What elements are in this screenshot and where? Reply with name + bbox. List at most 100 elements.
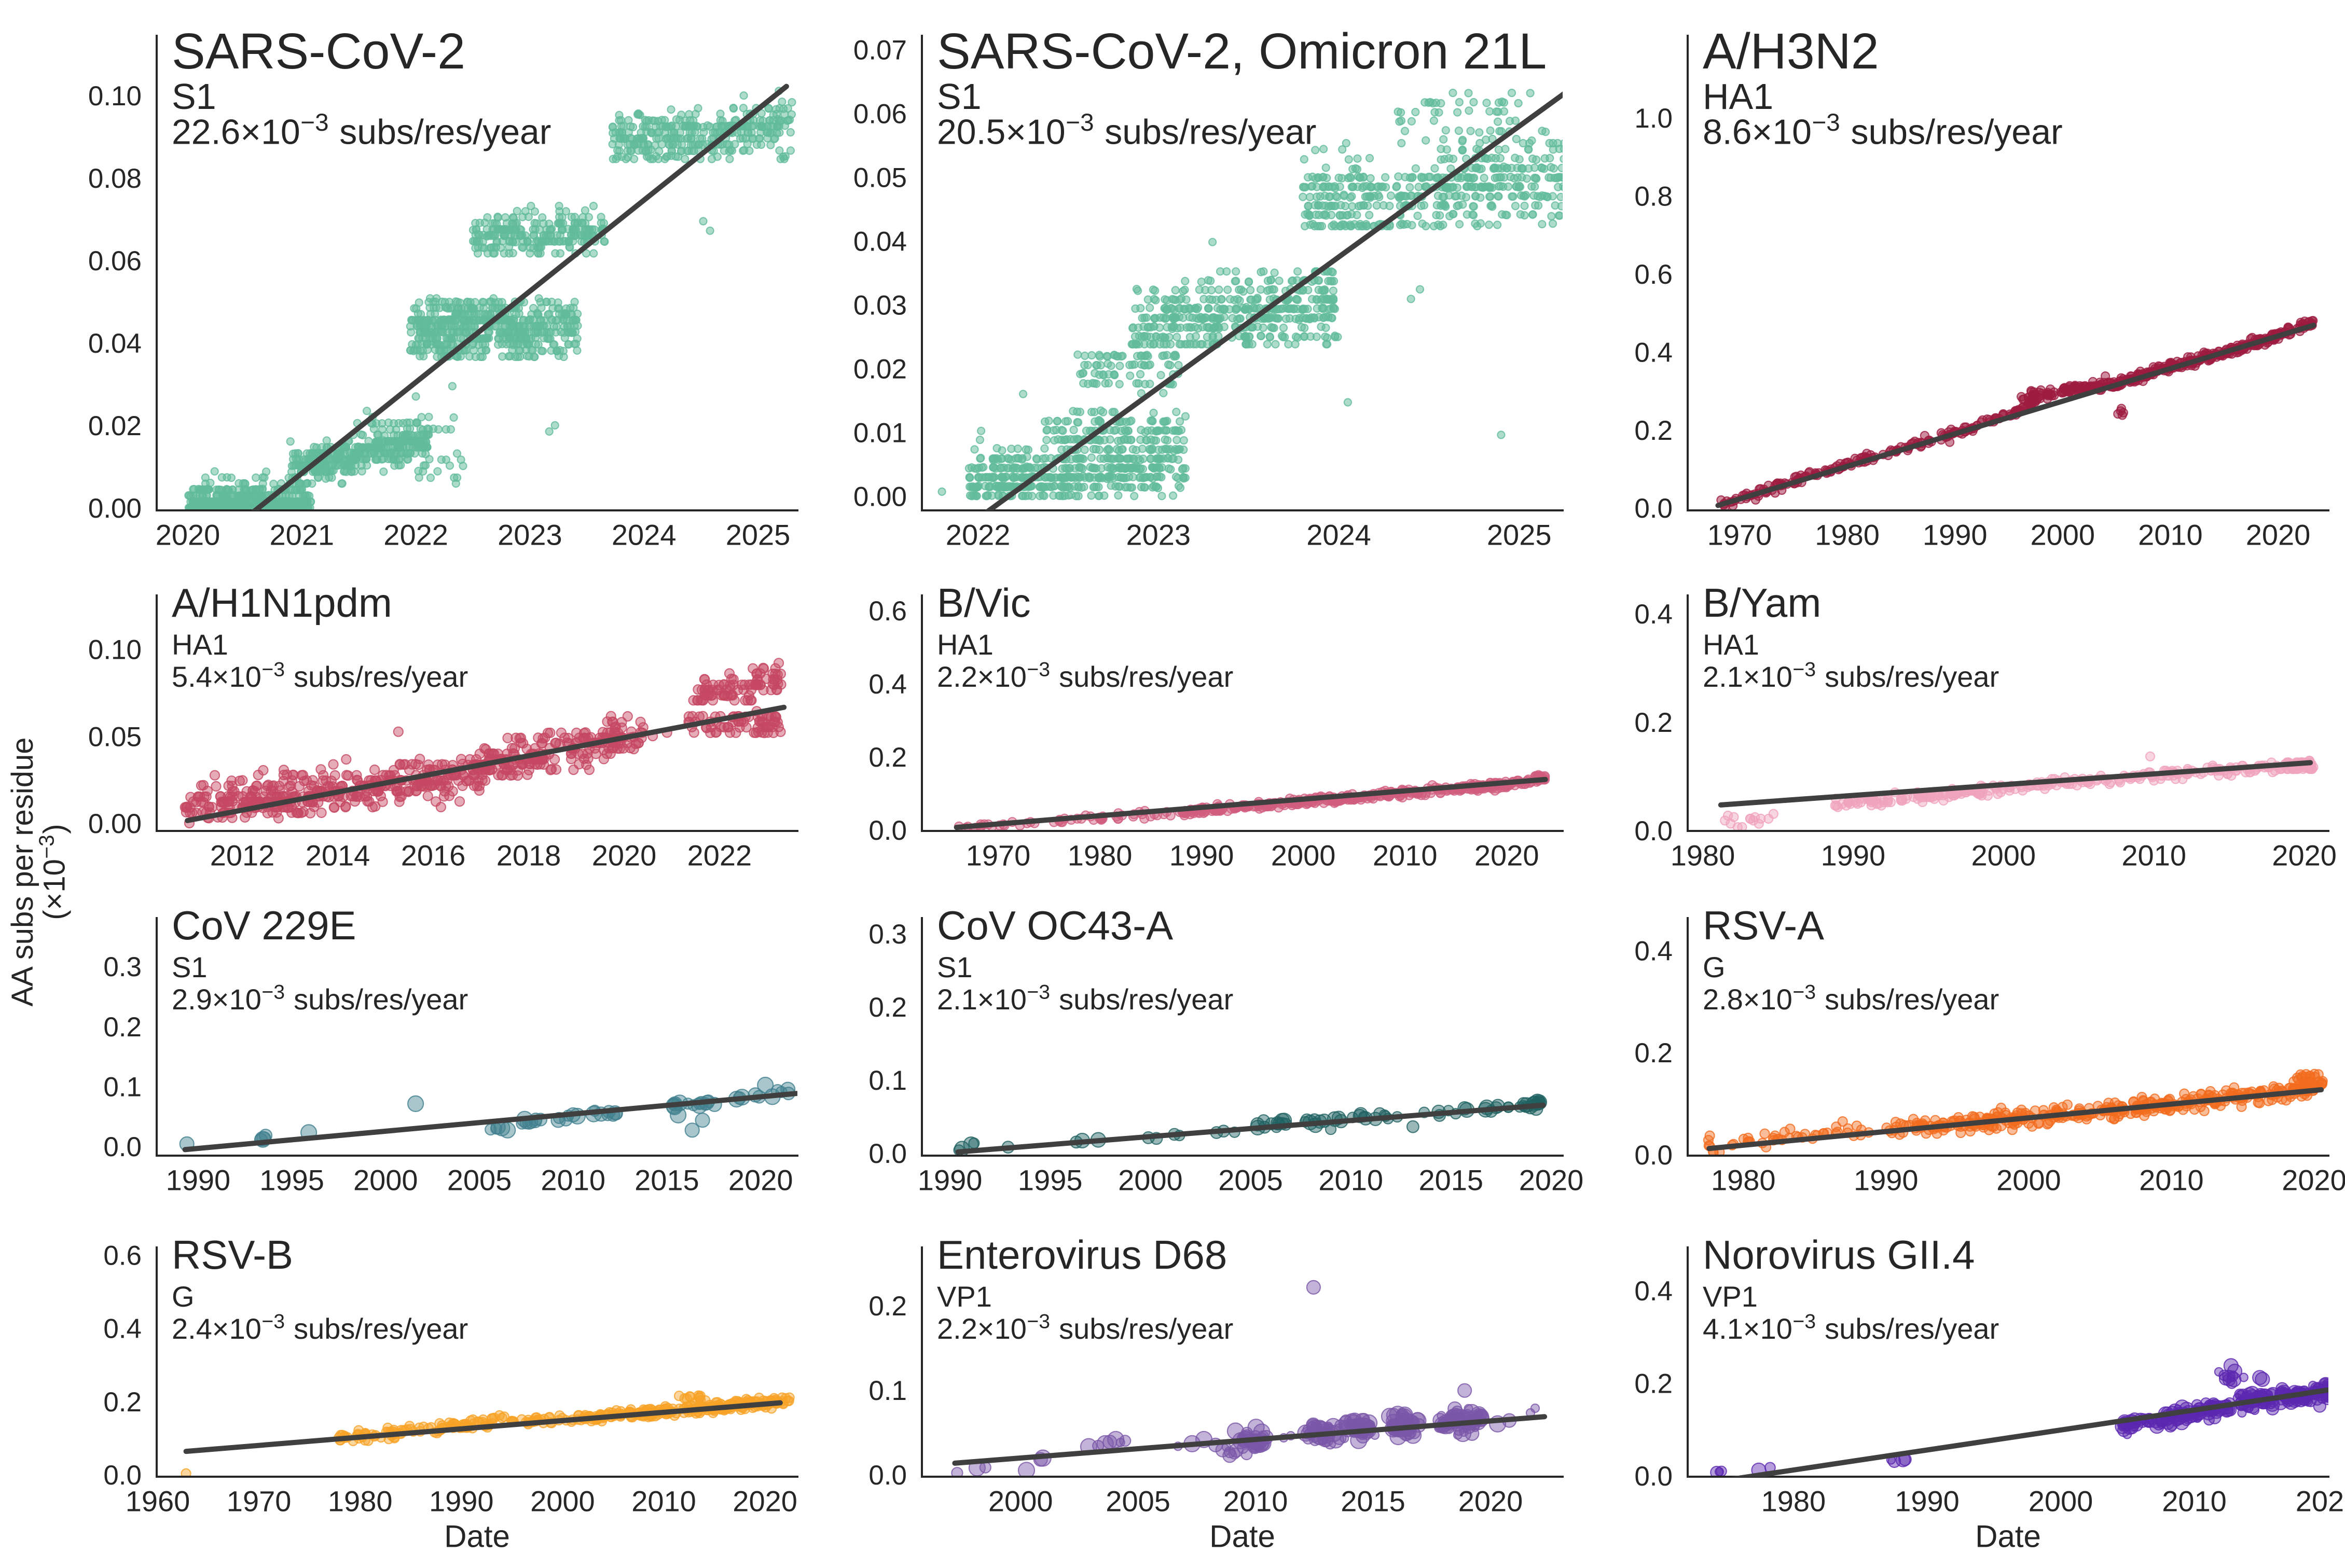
svg-text:2 2 . 6: 2 2 . 6 × 1 0 s u b s / r e s / y e a r … — [172, 109, 554, 151]
svg-text:0.04: 0.04 — [853, 227, 907, 257]
svg-text:2020: 2020 — [2272, 839, 2337, 872]
svg-text:VP1: VP1 — [937, 1280, 992, 1313]
svg-text:1980: 1980 — [1068, 839, 1133, 872]
svg-text:1990: 1990 — [1923, 519, 1988, 551]
svg-text:2000: 2000 — [530, 1485, 595, 1518]
svg-text:2000: 2000 — [1118, 1164, 1183, 1197]
svg-text:0.2: 0.2 — [1634, 1038, 1673, 1069]
svg-text:1990: 1990 — [918, 1164, 983, 1197]
svg-text:1990: 1990 — [166, 1164, 231, 1197]
svg-text:1970: 1970 — [966, 839, 1031, 872]
svg-text:5 . 4 ×: 5 . 4 × 1 0 s u b s / r e s / y e a r − … — [172, 658, 471, 693]
svg-text:B/Yam: B/Yam — [1703, 580, 1821, 626]
svg-text:2021: 2021 — [270, 519, 335, 551]
svg-text:2016: 2016 — [401, 839, 466, 872]
svg-text:0.0: 0.0 — [103, 1460, 142, 1491]
svg-text:2020: 2020 — [156, 519, 220, 551]
svg-text:1960: 1960 — [126, 1485, 190, 1518]
svg-text:2000: 2000 — [988, 1485, 1053, 1518]
svg-text:2000: 2000 — [353, 1164, 418, 1197]
svg-text:G: G — [172, 1280, 195, 1313]
svg-text:1970: 1970 — [227, 1485, 292, 1518]
svg-text:2020: 2020 — [1458, 1485, 1523, 1518]
svg-text:2010: 2010 — [631, 1485, 696, 1518]
svg-text:2020: 2020 — [2296, 1485, 2345, 1518]
svg-text:2010: 2010 — [2121, 839, 2186, 872]
svg-text:0.10: 0.10 — [88, 634, 142, 665]
svg-text:2000: 2000 — [1271, 839, 1336, 872]
svg-text:2025: 2025 — [726, 519, 791, 551]
svg-text:Date: Date — [444, 1519, 510, 1554]
svg-text:A/H3N2: A/H3N2 — [1703, 23, 1879, 79]
svg-text:2000: 2000 — [2031, 519, 2095, 551]
svg-text:0.0: 0.0 — [868, 1460, 907, 1491]
svg-text:0.00: 0.00 — [88, 493, 142, 524]
svg-text:2 . 8 ×: 2 . 8 × 1 0 s u b s / r e s / y e a r − … — [1703, 981, 2002, 1016]
svg-text:0.3: 0.3 — [103, 952, 142, 982]
svg-text:0.2: 0.2 — [1634, 415, 1673, 446]
svg-text:AA subs per residue: AA subs per residue — [6, 737, 39, 1006]
svg-text:0.1: 0.1 — [868, 1376, 907, 1406]
svg-text:0.4: 0.4 — [1634, 1276, 1673, 1307]
svg-text:2 . 9 ×: 2 . 9 × 1 0 s u b s / r e s / y e a r − … — [172, 981, 471, 1016]
svg-text:1980: 1980 — [1761, 1485, 1826, 1518]
svg-text:Enterovirus D68: Enterovirus D68 — [937, 1232, 1227, 1278]
svg-text:Date: Date — [1975, 1519, 2041, 1554]
svg-text:2 . 2 ×: 2 . 2 × 1 0 s u b s / r e s / y e a r − … — [937, 658, 1236, 693]
svg-text:S1: S1 — [937, 951, 973, 983]
svg-text:1980: 1980 — [1671, 839, 1735, 872]
svg-text:4 . 1 ×: 4 . 1 × 1 0 s u b s / r e s / y e a r − … — [1703, 1310, 2002, 1345]
svg-text:1980: 1980 — [1815, 519, 1880, 551]
svg-text:0.4: 0.4 — [103, 1314, 142, 1344]
svg-text:G: G — [1703, 951, 1726, 983]
svg-text:2023: 2023 — [498, 519, 562, 551]
svg-text:S1: S1 — [172, 76, 216, 117]
svg-text:0.00: 0.00 — [853, 482, 907, 512]
svg-text:2010: 2010 — [2139, 1164, 2204, 1197]
svg-text:2024: 2024 — [612, 519, 677, 551]
svg-text:1990: 1990 — [1854, 1164, 1919, 1197]
svg-text:1990: 1990 — [1821, 839, 1886, 872]
svg-text:0.0: 0.0 — [868, 1139, 907, 1169]
svg-text:2015: 2015 — [1419, 1164, 1484, 1197]
svg-text:HA1: HA1 — [937, 628, 994, 661]
svg-text:2 0 . 5: 2 0 . 5 × 1 0 s u b s / r e s / y e a r … — [937, 109, 1319, 151]
svg-text:1980: 1980 — [1711, 1164, 1776, 1197]
svg-text:Norovirus GII.4: Norovirus GII.4 — [1703, 1232, 1975, 1278]
svg-text:2005: 2005 — [1106, 1485, 1170, 1518]
svg-text:1995: 1995 — [259, 1164, 324, 1197]
svg-text:2022: 2022 — [946, 519, 1011, 551]
svg-text:2023: 2023 — [1126, 519, 1191, 551]
svg-text:0.3: 0.3 — [868, 919, 907, 950]
svg-text:0.0: 0.0 — [1634, 1461, 1673, 1492]
svg-text:2015: 2015 — [634, 1164, 699, 1197]
svg-text:2005: 2005 — [1218, 1164, 1283, 1197]
svg-text:1970: 1970 — [1707, 519, 1772, 551]
svg-text:2010: 2010 — [2138, 519, 2203, 551]
svg-text:2 . 1 ×: 2 . 1 × 1 0 s u b s / r e s / y e a r − … — [937, 981, 1236, 1016]
svg-text:2015: 2015 — [1341, 1485, 1405, 1518]
svg-text:( × 1 0 ): ( × 1 0 ) − 3 — [34, 822, 71, 920]
svg-text:0.2: 0.2 — [103, 1387, 142, 1418]
svg-text:2010: 2010 — [1318, 1164, 1383, 1197]
svg-text:0.02: 0.02 — [853, 354, 907, 385]
svg-text:RSV-A: RSV-A — [1703, 903, 1824, 948]
svg-text:0.0: 0.0 — [1634, 493, 1673, 524]
svg-text:2010: 2010 — [1223, 1485, 1288, 1518]
svg-text:2020: 2020 — [1519, 1164, 1584, 1197]
svg-text:0.1: 0.1 — [868, 1065, 907, 1096]
svg-text:0.6: 0.6 — [868, 596, 907, 627]
svg-text:2020: 2020 — [733, 1485, 797, 1518]
svg-text:0.06: 0.06 — [88, 246, 142, 276]
svg-text:RSV-B: RSV-B — [172, 1232, 293, 1278]
svg-text:0.01: 0.01 — [853, 418, 907, 449]
svg-text:0.2: 0.2 — [868, 992, 907, 1023]
svg-text:2012: 2012 — [210, 839, 275, 872]
svg-text:1995: 1995 — [1018, 1164, 1083, 1197]
svg-text:0.2: 0.2 — [1634, 707, 1673, 738]
svg-text:0.4: 0.4 — [868, 669, 907, 700]
svg-text:0.2: 0.2 — [103, 1012, 142, 1043]
svg-text:0.10: 0.10 — [88, 81, 142, 112]
svg-text:8 . 6 ×: 8 . 6 × 1 0 s u b s / r e s / y e a r − … — [1703, 109, 2065, 151]
svg-text:0.00: 0.00 — [88, 809, 142, 839]
